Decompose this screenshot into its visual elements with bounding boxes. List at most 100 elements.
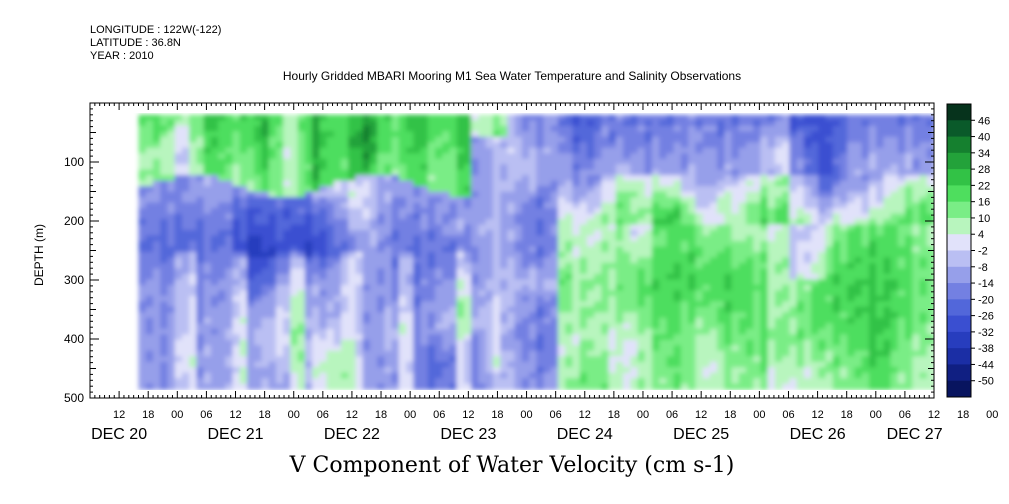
heatmap-cell [688,372,697,379]
heatmap-cell [254,241,263,248]
heatmap-cell [362,257,371,264]
heatmap-cell [811,290,820,297]
heatmap-cell [514,175,523,182]
heatmap-cell [738,120,747,127]
heatmap-cell [680,345,689,352]
heatmap-cell [427,120,436,127]
heatmap-cell [232,230,241,237]
heatmap-cell [218,197,227,204]
heatmap-cell [420,323,429,330]
heatmap-cell [789,356,798,363]
heatmap-cell [145,136,154,144]
heatmap-cell [348,246,357,253]
heatmap-cell [312,262,321,270]
heatmap-cell [167,180,176,187]
heatmap-cell [521,246,530,253]
heatmap-cell [709,312,718,319]
heatmap-cell [608,153,617,160]
heatmap-cell [167,345,176,352]
heatmap-cell [492,131,501,138]
heatmap-cell [196,334,205,341]
heatmap-cell [803,186,812,193]
heatmap-cell [304,378,313,385]
heatmap-cell [304,202,313,209]
heatmap-cell [630,241,639,248]
heatmap-cell [312,191,321,198]
heatmap-cell [529,323,538,330]
heatmap-cell [586,202,595,209]
heatmap-cell [803,306,812,314]
heatmap-cell [420,219,429,226]
heatmap-cell [774,367,783,374]
heatmap-cell [268,169,277,176]
heatmap-cell [550,279,559,286]
heatmap-cell [745,290,754,297]
heatmap-cell [406,367,415,374]
heatmap-cell [225,142,234,149]
heatmap-cell [326,180,335,187]
heatmap-cell [854,120,863,127]
heatmap-cell [341,317,350,325]
heatmap-cell [492,290,501,297]
heatmap-cell [608,372,617,379]
heatmap-cell [673,284,682,292]
heatmap-cell [557,350,566,358]
heatmap-cell [529,367,538,374]
heatmap-cell [623,246,632,253]
heatmap-cell [218,186,227,193]
heatmap-cell [384,114,393,122]
heatmap-cell [500,262,509,270]
heatmap-cell [630,323,639,330]
heatmap-cell [731,246,740,253]
heatmap-cell [659,202,668,209]
heatmap-cell [825,175,834,182]
heatmap-cell [608,180,617,187]
heatmap-cell [456,284,465,292]
heatmap-cell [557,334,566,341]
heatmap-cell [246,180,256,187]
heatmap-cell [304,169,313,176]
heatmap-cell [456,279,465,286]
heatmap-cell [377,361,386,369]
heatmap-cell [709,224,718,231]
heatmap-cell [839,273,849,281]
heatmap-cell [680,147,689,155]
heatmap-cell [709,213,718,220]
heatmap-cell [731,202,740,209]
heatmap-cell [406,279,415,286]
heatmap-cell [572,213,581,220]
heatmap-cell [536,268,545,275]
heatmap-cell [796,367,805,374]
heatmap-cell [275,295,284,303]
heatmap-cell [529,224,538,231]
heatmap-cell [550,262,559,270]
heatmap-cell [196,257,205,264]
heatmap-cell [839,186,849,193]
heatmap-cell [341,356,350,363]
heatmap-cell [774,345,783,352]
heatmap-cell [442,213,451,220]
heatmap-cell [738,323,747,330]
heatmap-cell [145,323,154,330]
heatmap-cell [608,295,617,303]
heatmap-cell [456,328,465,336]
heatmap-cell [615,246,624,253]
heatmap-cell [218,175,227,182]
heatmap-cell [702,350,711,358]
heatmap-cell [189,235,198,242]
heatmap-cell [695,164,704,171]
heatmap-cell [362,186,371,193]
heatmap-cell [225,301,234,308]
heatmap-cell [745,262,754,270]
heatmap-cell [615,361,624,369]
heatmap-cell [145,131,154,138]
heatmap-cell [478,328,487,336]
heatmap-cell [319,279,328,286]
heatmap-cell [832,328,841,336]
heatmap-cell [174,328,183,336]
heatmap-cell [760,158,769,165]
heatmap-cell [514,224,523,231]
heatmap-cell [145,224,154,231]
heatmap-cell [239,383,248,390]
heatmap-cell [355,361,364,369]
